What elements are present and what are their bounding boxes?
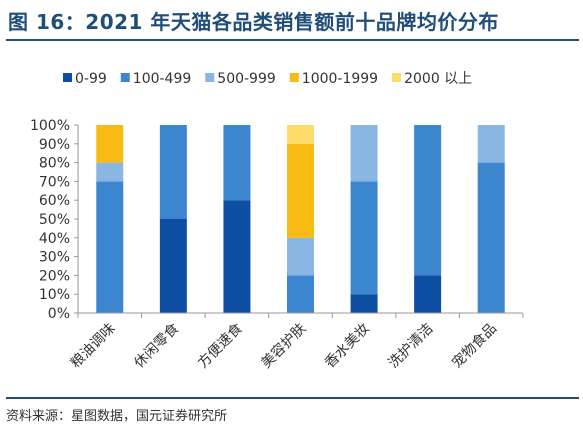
y-tick-label: 50% (39, 212, 70, 228)
bar-segment (96, 162, 124, 182)
y-tick-label: 0% (48, 306, 70, 322)
bar-segment (96, 125, 124, 163)
bar-segment (287, 275, 314, 313)
y-tick-label: 70% (39, 174, 70, 190)
bar-segment (287, 125, 314, 144)
x-category-label: 洗护清洁 (386, 321, 437, 372)
bar-segment (287, 237, 314, 276)
y-axis: 0% 10% 20% 30% 40% 50% 60% 70% 80% 90% 100% (30, 118, 79, 322)
legend-swatch (205, 73, 215, 82)
y-tick-label: 40% (39, 231, 70, 247)
x-axis: 粮油调味 休闲零食 方便速食 美容护肤 香水美妆 洗护清洁 宠物食品 (68, 312, 524, 372)
title-divider (6, 39, 579, 41)
bar-segment (159, 125, 187, 219)
title-bar: 图 16：2021 年天猫各品类销售额前十品牌均价分布 (0, 0, 583, 41)
bar-segment (287, 143, 314, 238)
bar-segment (477, 162, 505, 313)
bar-segment (159, 219, 187, 313)
y-tick-label: 30% (39, 250, 70, 266)
y-tick-label: 100% (30, 118, 70, 134)
bar-segment (477, 125, 505, 163)
legend-label: 2000 以上 (404, 71, 472, 87)
bar-segment (223, 125, 251, 201)
x-category-label: 休闲零食 (131, 320, 183, 372)
y-tick-label: 80% (39, 156, 70, 172)
legend-swatch (120, 73, 130, 82)
legend-label: 100-499 (133, 71, 192, 87)
legend-label: 1000-1999 (302, 71, 378, 87)
y-tick-label: 90% (39, 137, 70, 153)
legend-swatch (63, 73, 72, 82)
bar-segment (350, 125, 378, 182)
stacked-bar-chart: 0-99 100-499 500-999 1000-1999 2000 以上 0% 10%… (30, 71, 524, 372)
y-tick-label: 20% (39, 268, 70, 284)
bar-segment (350, 181, 378, 295)
legend-label: 500-999 (217, 71, 276, 87)
legend-swatch (289, 73, 299, 82)
x-category-label: 香水美妆 (322, 321, 373, 372)
bar-segment (223, 200, 251, 313)
bar-segment (414, 125, 442, 276)
x-category-label: 粮油调味 (68, 321, 119, 372)
source-note: 资料来源：星图数据，国元证券研究所 (6, 409, 228, 424)
bar-segment (414, 275, 442, 313)
chart-legend: 0-99 100-499 500-999 1000-1999 2000 以上 (63, 71, 472, 87)
legend-label: 0-99 (75, 71, 107, 87)
x-category-label: 宠物食品 (448, 320, 500, 372)
y-tick-label: 60% (39, 193, 70, 209)
page-title: 图 16：2021 年天猫各品类销售额前十品牌均价分布 (8, 10, 499, 34)
bar-segment (96, 181, 124, 313)
legend-swatch (392, 73, 402, 82)
x-category-label: 方便速食 (194, 320, 246, 372)
x-category-label: 美容护肤 (258, 320, 310, 372)
bar-series (96, 125, 505, 313)
y-tick-label: 10% (39, 287, 70, 303)
source-divider (6, 397, 579, 399)
bar-segment (350, 294, 378, 313)
